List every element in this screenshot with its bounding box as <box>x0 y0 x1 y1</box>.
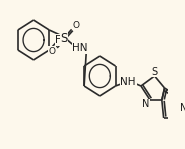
Text: S: S <box>60 31 68 45</box>
Text: O: O <box>72 21 79 30</box>
Text: NH: NH <box>120 77 136 87</box>
Text: S: S <box>152 67 158 77</box>
Text: N: N <box>142 99 149 109</box>
Text: O: O <box>48 46 55 55</box>
Text: N: N <box>180 103 185 113</box>
Text: HN: HN <box>72 43 88 53</box>
Text: F: F <box>56 35 61 45</box>
